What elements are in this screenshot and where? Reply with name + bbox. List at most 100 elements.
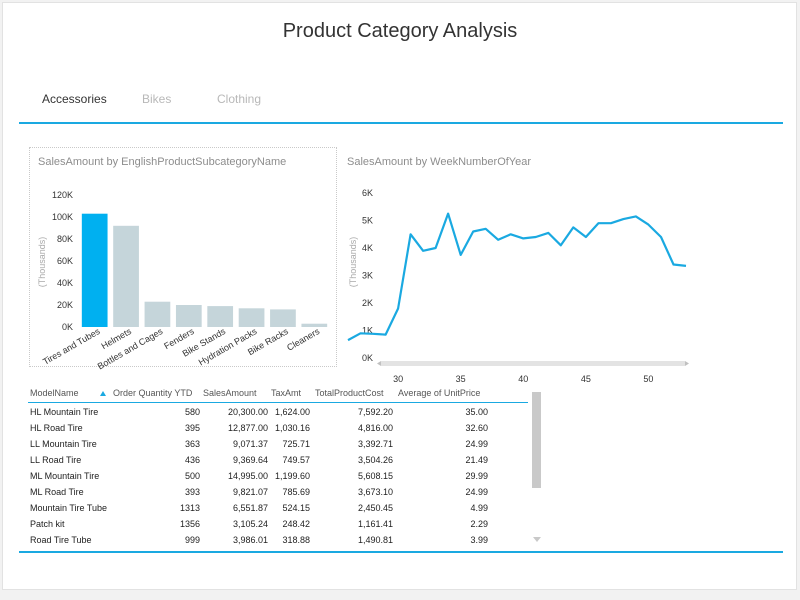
cell-taxamt: 725.71 xyxy=(282,439,310,449)
cell-salesamount: 20,300.00 xyxy=(227,407,268,417)
cell-salesamount: 3,105.24 xyxy=(232,519,268,529)
cell-modelname: HL Mountain Tire xyxy=(30,407,99,417)
cell-order-quantity: 500 xyxy=(184,471,200,481)
cell-taxamt: 248.42 xyxy=(282,519,310,529)
scroll-right-icon[interactable] xyxy=(685,361,689,366)
cell-taxamt: 1,624.00 xyxy=(274,407,310,417)
line-x-tick-label: 40 xyxy=(518,374,528,384)
cell-order-quantity: 393 xyxy=(184,487,200,497)
bottom-divider xyxy=(19,551,783,553)
cell-salesamount: 6,551.87 xyxy=(232,503,268,513)
cell-salesamount: 12,877.00 xyxy=(227,423,268,433)
bar-mark[interactable] xyxy=(113,225,139,327)
table-scroll-thumb[interactable] xyxy=(532,392,541,488)
cell-taxamt: 524.15 xyxy=(282,503,310,513)
cell-totalproductcost: 3,673.10 xyxy=(357,487,393,497)
cell-modelname: ML Mountain Tire xyxy=(30,471,100,481)
column-header-taxamt[interactable]: TaxAmt xyxy=(271,388,302,398)
table-row[interactable]: HL Road Tire 395 12,877.00 1,030.16 4,81… xyxy=(28,420,528,436)
line-x-tick-label: 30 xyxy=(393,374,403,384)
cell-modelname: Road Tire Tube xyxy=(30,535,92,545)
cell-taxamt: 785.69 xyxy=(282,487,310,497)
bar-mark[interactable] xyxy=(175,305,202,327)
column-header-modelname[interactable]: ModelName xyxy=(30,388,79,398)
cell-order-quantity: 395 xyxy=(184,423,200,433)
line-x-tick-label: 45 xyxy=(581,374,591,384)
cell-taxamt: 1,030.16 xyxy=(274,423,310,433)
cell-taxamt: 318.88 xyxy=(282,535,310,545)
cell-average-unitprice: 21.49 xyxy=(465,455,488,465)
cell-modelname: Patch kit xyxy=(30,519,65,529)
cell-average-unitprice: 4.99 xyxy=(470,503,488,513)
cell-salesamount: 3,986.01 xyxy=(232,535,268,545)
line-y-tick-label: 1K xyxy=(362,326,373,336)
scroll-left-icon[interactable] xyxy=(377,361,381,366)
column-header-totalproductcost[interactable]: TotalProductCost xyxy=(315,388,384,398)
tab-clothing[interactable]: Clothing xyxy=(217,92,262,106)
bar-y-tick-label: 20K xyxy=(57,300,73,310)
bar-y-tick-label: 60K xyxy=(57,256,73,266)
table-row[interactable]: ML Mountain Tire 500 14,995.00 1,199.60 … xyxy=(28,468,528,484)
tabs-divider xyxy=(19,122,783,124)
cell-totalproductcost: 4,816.00 xyxy=(357,423,393,433)
bar-mark[interactable] xyxy=(81,213,108,327)
bar-mark[interactable] xyxy=(301,323,328,327)
page-title: Product Category Analysis xyxy=(282,20,518,42)
column-header-average-unitprice[interactable]: Average of UnitPrice xyxy=(398,388,481,398)
cell-modelname: HL Road Tire xyxy=(30,423,83,433)
table-row[interactable]: LL Mountain Tire 363 9,071.37 725.71 3,3… xyxy=(28,436,528,452)
cell-order-quantity: 1356 xyxy=(179,519,200,529)
cell-totalproductcost: 2,450.45 xyxy=(357,503,393,513)
cell-average-unitprice: 2.29 xyxy=(470,519,488,529)
data-table: ModelName Order Quantity YTD SalesAmount… xyxy=(28,386,543,546)
cell-average-unitprice: 24.99 xyxy=(465,487,488,497)
cell-average-unitprice: 32.60 xyxy=(465,423,488,433)
cell-order-quantity: 580 xyxy=(184,407,200,417)
table-scrollbar[interactable] xyxy=(532,392,542,542)
table-row[interactable]: ML Road Tire 393 9,821.07 785.69 3,673.1… xyxy=(28,484,528,500)
cell-order-quantity: 363 xyxy=(184,439,200,449)
bar-chart-title: SalesAmount by EnglishProductSubcategory… xyxy=(38,156,287,168)
table-header-divider xyxy=(28,402,528,403)
line-y-tick-label: 2K xyxy=(362,298,373,308)
cell-salesamount: 14,995.00 xyxy=(227,471,268,481)
bar-y-tick-label: 80K xyxy=(57,234,73,244)
tab-accessories[interactable]: Accessories xyxy=(42,92,107,106)
bar-chart-panel[interactable] xyxy=(29,147,337,367)
table-row[interactable]: Patch kit 1356 3,105.24 248.42 1,161.41 … xyxy=(28,516,528,532)
cell-average-unitprice: 24.99 xyxy=(465,439,488,449)
cell-average-unitprice: 29.99 xyxy=(465,471,488,481)
sort-ascending-icon[interactable] xyxy=(100,391,106,396)
line-y-tick-label: 4K xyxy=(362,243,373,253)
cell-totalproductcost: 3,504.26 xyxy=(357,455,393,465)
column-header-order-quantity[interactable]: Order Quantity YTD xyxy=(113,388,193,398)
table-row[interactable]: LL Road Tire 436 9,369.64 749.57 3,504.2… xyxy=(28,452,528,468)
cell-order-quantity: 999 xyxy=(184,535,200,545)
table-row[interactable]: HL Mountain Tire 580 20,300.00 1,624.00 … xyxy=(28,404,528,420)
scroll-down-icon[interactable] xyxy=(533,537,541,542)
table-row[interactable]: Road Tire Tube 999 3,986.01 318.88 1,490… xyxy=(28,532,528,548)
cell-totalproductcost: 1,161.41 xyxy=(357,519,393,529)
cell-salesamount: 9,071.37 xyxy=(232,439,268,449)
bar-mark[interactable] xyxy=(238,308,265,327)
column-header-salesamount[interactable]: SalesAmount xyxy=(203,388,257,398)
bar-y-tick-label: 0K xyxy=(62,322,73,332)
cell-taxamt: 749.57 xyxy=(282,455,310,465)
line-chart-title: SalesAmount by WeekNumberOfYear xyxy=(347,156,532,168)
cell-average-unitprice: 3.99 xyxy=(470,535,488,545)
cell-salesamount: 9,821.07 xyxy=(232,487,268,497)
cell-modelname: LL Road Tire xyxy=(30,455,82,465)
line-chart-scrollbar[interactable] xyxy=(381,361,685,366)
bar-mark[interactable] xyxy=(144,301,171,327)
cell-modelname: ML Road Tire xyxy=(30,487,84,497)
bar-y-tick-label: 100K xyxy=(52,212,73,222)
tab-bikes[interactable]: Bikes xyxy=(142,92,172,106)
line-series xyxy=(347,212,687,342)
bar-mark[interactable] xyxy=(270,309,296,327)
table-row[interactable]: Mountain Tire Tube 1313 6,551.87 524.15 … xyxy=(28,500,528,516)
line-y-tick-label: 6K xyxy=(362,188,373,198)
bar-mark[interactable] xyxy=(207,306,234,327)
bar-y-tick-label: 40K xyxy=(57,278,73,288)
